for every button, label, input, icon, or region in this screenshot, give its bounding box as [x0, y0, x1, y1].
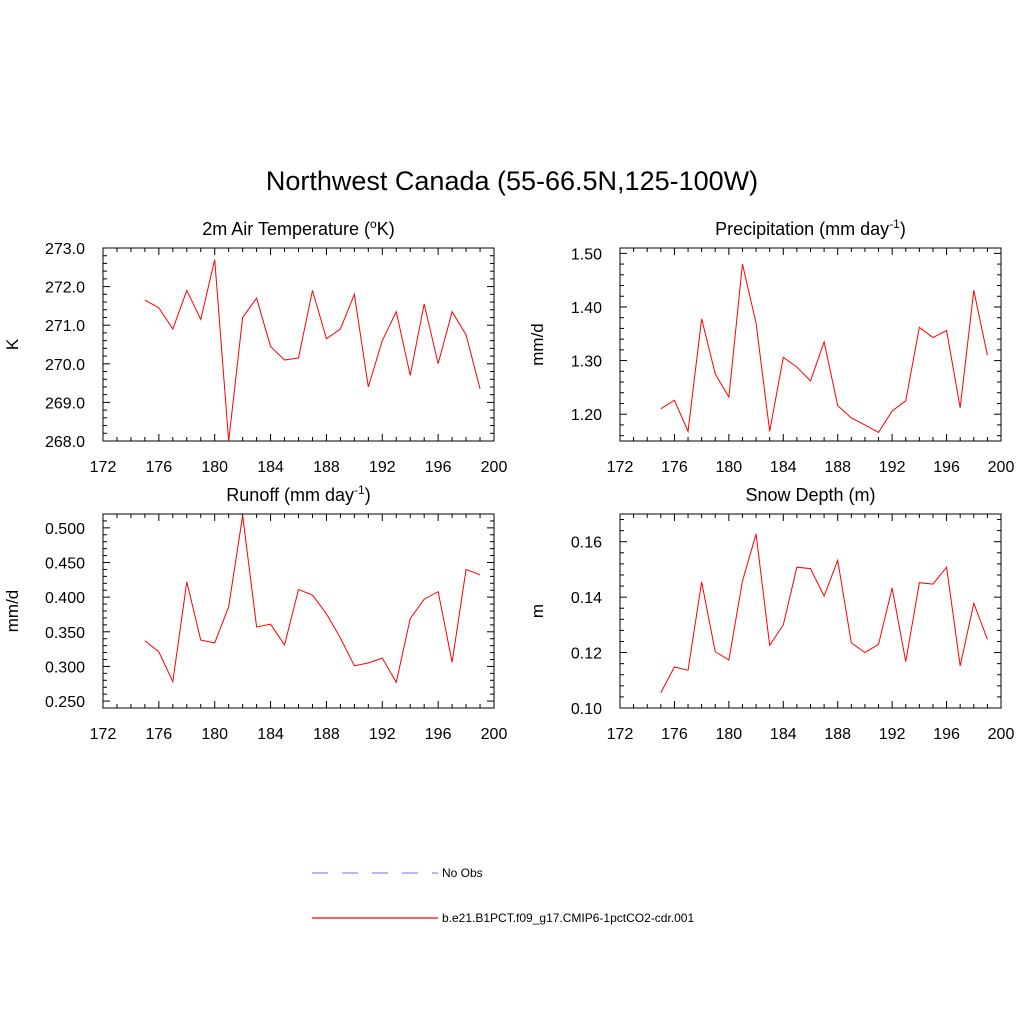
legend: No Obs b.e21.B1PCT.f09_g17.CMIP6-1pctCO2…	[312, 866, 694, 925]
panel-runoff: 172 176 180 184 188 192 196 200 0.250 0.300 0.350 0…	[3, 483, 507, 743]
x-tick-label: 172	[90, 459, 117, 476]
x-tick-label: 184	[257, 726, 284, 743]
y-axis-label: mm/d	[3, 590, 22, 633]
legend-label-no-obs: No Obs	[442, 866, 483, 880]
x-tick-label: 192	[879, 459, 906, 476]
y-tick-label: 0.450	[45, 556, 85, 573]
x-tick-label: 196	[425, 726, 452, 743]
x-tick-label: 172	[607, 459, 634, 476]
x-tick-label: 180	[716, 726, 743, 743]
y-axis-label: mm/d	[528, 323, 547, 366]
y-tick-label: 271.0	[45, 318, 85, 335]
y-tick-label: 0.250	[45, 694, 85, 711]
x-tick-label: 200	[481, 726, 508, 743]
y-axis-label: K	[3, 338, 22, 350]
y-tick-label: 1.20	[571, 407, 602, 424]
x-tick-label: 176	[661, 459, 688, 476]
x-tick-label: 184	[770, 459, 797, 476]
y-axis-label: m	[528, 604, 547, 618]
x-tick-label: 184	[257, 459, 284, 476]
chart-panels: 172 176 180 184 188 192 196 200 268.0 269.0 270.0 2…	[3, 217, 1014, 743]
y-tick-label: 0.350	[45, 625, 85, 642]
x-tick-label: 188	[313, 459, 340, 476]
y-tick-label: 270.0	[45, 357, 85, 374]
panel-title: Runoff (mm day-1)	[226, 483, 370, 505]
x-tick-label: 176	[146, 459, 173, 476]
y-tick-label: 1.40	[571, 300, 602, 317]
y-tick-label: 0.12	[571, 646, 602, 663]
legend-label-model-run: b.e21.B1PCT.f09_g17.CMIP6-1pctCO2-cdr.00…	[442, 911, 694, 925]
x-tick-label: 196	[933, 459, 960, 476]
x-tick-label: 176	[661, 726, 688, 743]
x-tick-label: 176	[146, 726, 173, 743]
panel-precipitation: 172 176 180 184 188 192 196 200 1.20 1.30 1.40 1.50…	[528, 217, 1014, 476]
x-tick-label: 172	[607, 726, 634, 743]
series-line-runoff	[144, 515, 481, 684]
x-tick-label: 188	[313, 726, 340, 743]
x-tick-label: 188	[824, 726, 851, 743]
figure-title: Northwest Canada (55-66.5N,125-100W)	[265, 166, 759, 196]
x-tick-label: 196	[425, 459, 452, 476]
x-tick-label: 200	[481, 459, 508, 476]
x-tick-label: 172	[90, 726, 117, 743]
x-tick-label: 192	[369, 726, 396, 743]
series-line-temperature	[144, 259, 481, 442]
x-tick-label: 192	[879, 726, 906, 743]
panel-snow-depth: 172 176 180 184 188 192 196 200 0.10 0.12 0.14 0.16…	[528, 485, 1014, 743]
x-tick-label: 196	[933, 726, 960, 743]
y-tick-label: 273.0	[45, 241, 85, 258]
y-tick-label: 0.14	[571, 590, 602, 607]
y-tick-label: 0.500	[45, 521, 85, 538]
panel-title: 2m Air Temperature (oK)	[202, 217, 394, 239]
x-tick-label: 180	[201, 459, 228, 476]
panel-title: Precipitation (mm day-1)	[715, 217, 906, 239]
y-tick-label: 0.16	[571, 535, 602, 552]
x-tick-label: 180	[201, 726, 228, 743]
series-line-snow-depth	[660, 533, 988, 693]
x-tick-label: 180	[716, 459, 743, 476]
y-tick-label: 1.30	[571, 354, 602, 371]
plot-frame	[619, 247, 1002, 442]
x-tick-label: 200	[988, 459, 1015, 476]
y-tick-label: 1.50	[571, 246, 602, 263]
y-tick-label: 272.0	[45, 280, 85, 297]
x-tick-label: 188	[824, 459, 851, 476]
y-tick-label: 0.400	[45, 590, 85, 607]
y-tick-label: 0.10	[571, 701, 602, 718]
x-tick-label: 184	[770, 726, 797, 743]
y-tick-label: 0.300	[45, 659, 85, 676]
plot-frame	[102, 247, 495, 442]
plot-frame	[619, 513, 1002, 709]
panel-temperature: 172 176 180 184 188 192 196 200 268.0 269.0 270.0 2…	[3, 217, 507, 476]
plot-frame	[102, 513, 495, 709]
y-tick-label: 269.0	[45, 395, 85, 412]
series-line-precipitation	[660, 263, 988, 434]
x-tick-label: 192	[369, 459, 396, 476]
x-tick-label: 200	[988, 726, 1015, 743]
panel-title: Snow Depth (m)	[745, 485, 875, 505]
y-tick-label: 268.0	[45, 434, 85, 451]
